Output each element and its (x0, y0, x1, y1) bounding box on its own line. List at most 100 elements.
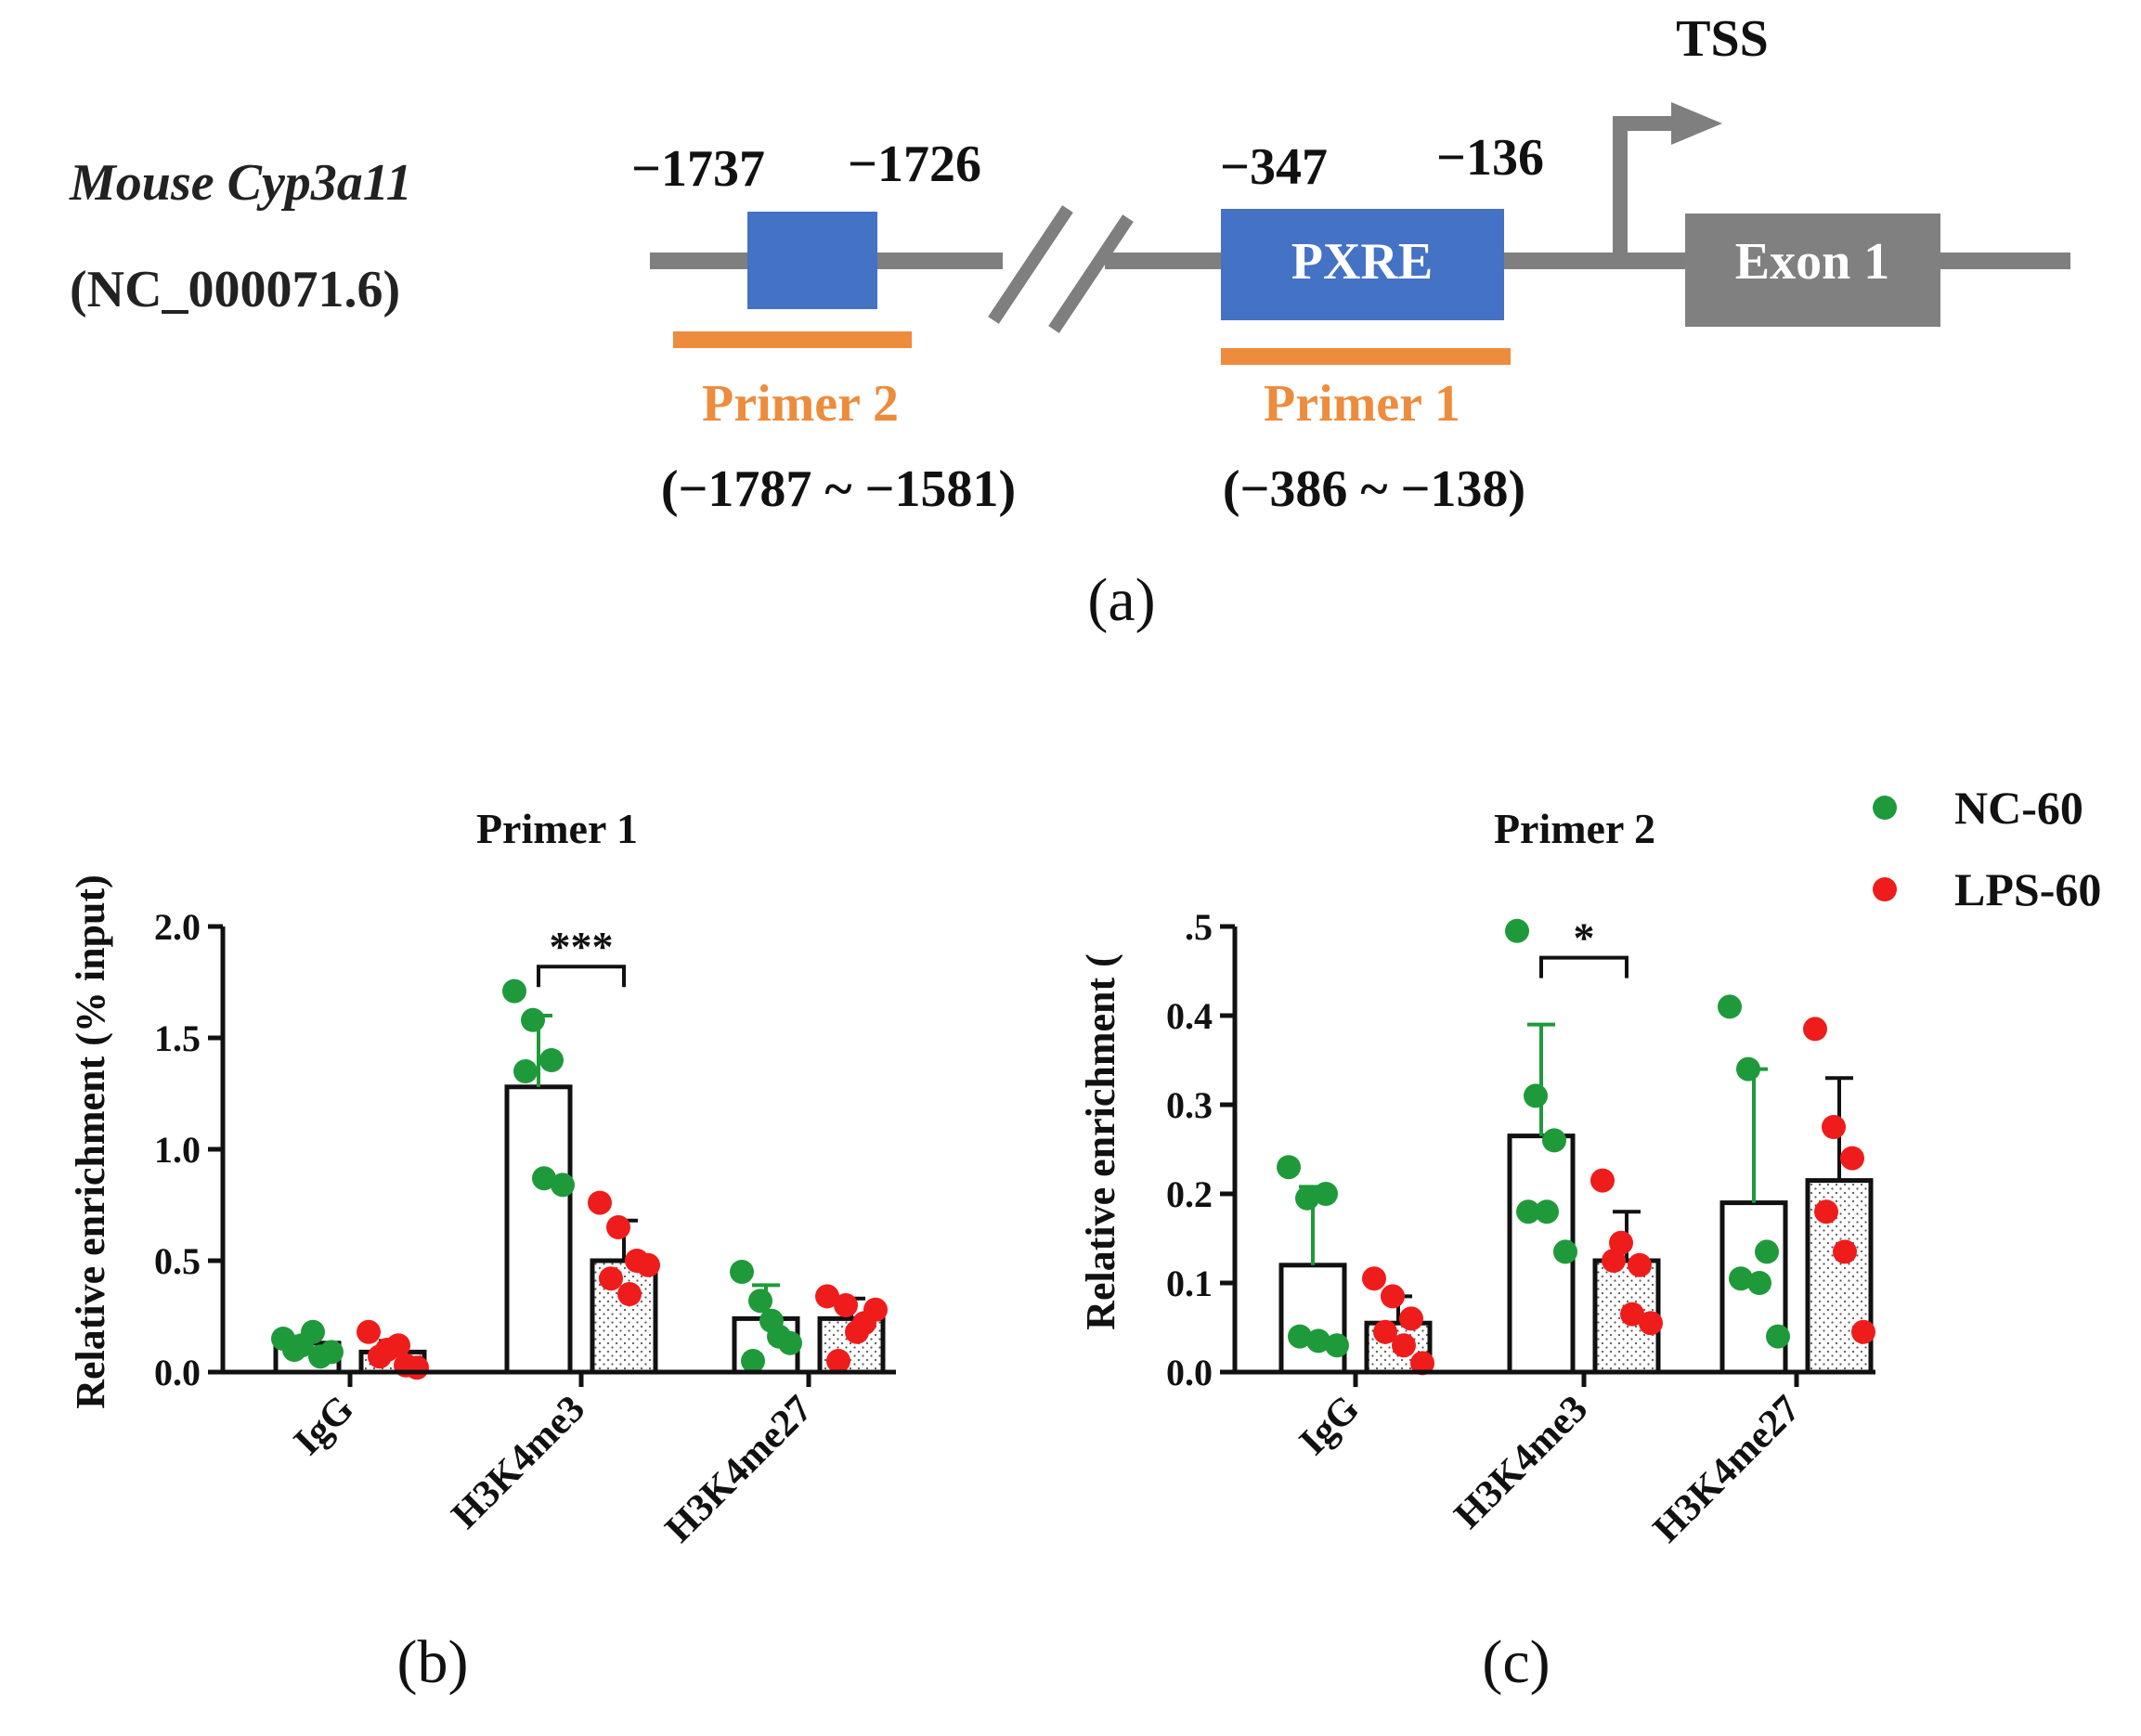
x-tick-label: H3K4me27 (657, 1388, 821, 1551)
data-point (301, 1319, 325, 1344)
y-tick-label: 0.2 (1166, 1173, 1213, 1215)
y-tick-label: 0.4 (1166, 995, 1213, 1037)
data-point (368, 1344, 392, 1369)
bar (504, 1084, 573, 1375)
x-tick-label: H3K4me3 (444, 1388, 593, 1537)
data-point (502, 978, 526, 1004)
data-point (1766, 1324, 1790, 1349)
plot-area: 0.0 0.1 0.2 0.3 0.4 .5 IgG H3K4me3 H3K4me27 * (1166, 906, 1875, 1551)
data-point (826, 1349, 850, 1373)
data-point (730, 1260, 754, 1284)
y-tick-label: 0.5 (154, 1240, 201, 1282)
primer1-bar (1221, 348, 1511, 365)
primer2-bar (673, 331, 912, 348)
data-point (1590, 1168, 1615, 1193)
data-point (1325, 1333, 1349, 1358)
primer2-range: (−1787 ~ −1581) (661, 460, 1016, 518)
y-tick-label: .5 (1185, 906, 1213, 948)
data-point (357, 1319, 381, 1344)
primer2-label: Primer 2 (702, 375, 899, 433)
data-point (636, 1252, 660, 1277)
data-point (1718, 994, 1742, 1019)
data-point (1729, 1266, 1753, 1291)
pos-left-start: −1737 (631, 140, 765, 198)
plot-area: 0.0 0.5 1.0 1.5 2.0 IgG H3K4me3 H3K4me27 *** (154, 906, 896, 1551)
data-point (1747, 1271, 1771, 1295)
data-point (1755, 1239, 1779, 1264)
data-point (1851, 1319, 1875, 1344)
data-point (1306, 1328, 1330, 1354)
data-point (588, 1190, 612, 1215)
chart-primer1: Primer 1 Relative enrichment (% input) (… (68, 805, 896, 1696)
legend-marker-nc (1873, 796, 1897, 820)
data-point (1410, 1351, 1434, 1376)
significance-label: *** (550, 923, 614, 970)
pxre-box (1221, 209, 1504, 320)
data-point (1362, 1266, 1386, 1291)
panel-label-c: (c) (1482, 1628, 1550, 1696)
data-point (386, 1333, 410, 1358)
data-point (1524, 1083, 1548, 1108)
data-point (1620, 1302, 1644, 1327)
data-point (741, 1349, 765, 1373)
data-point (1840, 1146, 1864, 1171)
y-tick-label: 0.1 (1166, 1263, 1213, 1304)
legend: NC-60 LPS-60 (1873, 782, 2101, 915)
significance-bracket (1539, 955, 1628, 978)
data-point (1542, 1128, 1566, 1153)
data-point (1288, 1324, 1312, 1349)
significance-bracket (537, 965, 626, 988)
data-point (319, 1340, 344, 1365)
x-tick-label: H3K4me3 (1447, 1388, 1596, 1537)
data-point (1295, 1185, 1319, 1211)
y-axis-label: Relative enrichment ( (1078, 953, 1123, 1330)
legend-label-lps: LPS-60 (1954, 863, 2101, 915)
panel-label-b: (b) (397, 1628, 469, 1696)
legend-marker-lps (1873, 877, 1897, 901)
data-point (521, 1007, 545, 1032)
x-tick-label: IgG (1291, 1388, 1368, 1464)
break-mark-2 (1048, 214, 1134, 333)
data-point (1639, 1311, 1663, 1336)
data-point (551, 1172, 575, 1198)
data-point (1833, 1239, 1857, 1264)
data-point (1628, 1252, 1652, 1277)
data-point (1553, 1239, 1577, 1264)
y-tick-label: 2.0 (154, 906, 201, 948)
data-point (599, 1266, 623, 1291)
data-point (617, 1282, 642, 1306)
data-point (1602, 1249, 1626, 1273)
pxre-label: PXRE (1291, 233, 1433, 291)
data-point (815, 1284, 839, 1309)
data-point (863, 1297, 888, 1322)
primer1-range: (−386 ~ −138) (1223, 460, 1525, 518)
x-tick-label: H3K4me27 (1645, 1388, 1809, 1551)
data-point (845, 1319, 869, 1344)
tss-arrowhead (1671, 102, 1722, 145)
data-point (532, 1166, 556, 1191)
pos-left-end: −1726 (848, 136, 981, 193)
data-point (513, 1059, 538, 1083)
data-point (1535, 1199, 1559, 1224)
panel-label-a: (a) (1087, 566, 1155, 634)
data-point (1505, 918, 1529, 943)
y-tick-label: 1.5 (154, 1017, 201, 1059)
data-point (539, 1048, 564, 1072)
data-point (834, 1293, 858, 1317)
data-point (1373, 1319, 1397, 1344)
accession-label: (NC_000071.6) (70, 261, 400, 318)
data-point (778, 1330, 802, 1355)
data-point (606, 1215, 630, 1239)
exon-box (1685, 214, 1940, 327)
tss-arrow (1613, 116, 1680, 261)
gene-map: Mouse Cyp3a11 (NC_000071.6) −1737 −1726 … (69, 10, 2070, 634)
data-point (1814, 1199, 1838, 1224)
data-point (405, 1355, 429, 1380)
data-point (1516, 1199, 1540, 1224)
data-point (1803, 1017, 1827, 1042)
data-point (1392, 1333, 1416, 1358)
data-point (1822, 1115, 1846, 1139)
primer1-label: Primer 1 (1264, 375, 1460, 433)
chart-title: Primer 2 (1494, 805, 1655, 852)
